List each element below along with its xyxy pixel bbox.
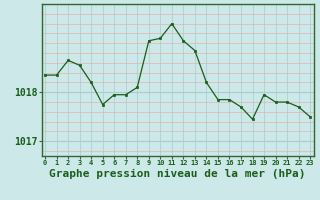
X-axis label: Graphe pression niveau de la mer (hPa): Graphe pression niveau de la mer (hPa) — [49, 169, 306, 179]
